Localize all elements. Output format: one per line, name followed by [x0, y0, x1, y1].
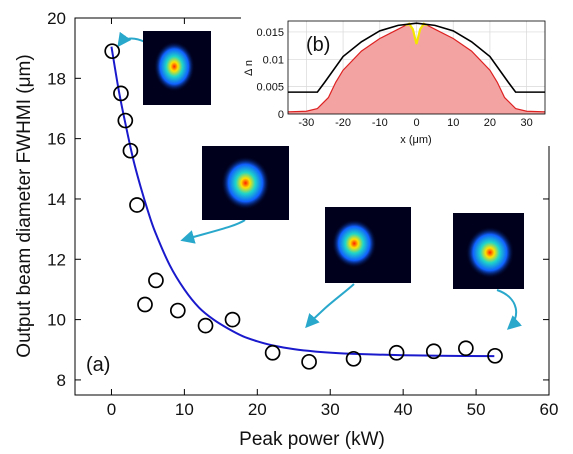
inset-y-axis-label: Δ n [243, 60, 255, 76]
x-tick-label: 10 [175, 400, 194, 419]
inset-black-line [288, 22, 545, 93]
data-point [169, 302, 186, 319]
inset-x-axis-label: x (μm) [400, 134, 431, 146]
data-point [301, 353, 317, 370]
inset-x-tick-label: -20 [335, 117, 351, 129]
data-point [129, 197, 145, 213]
x-tick-label: 50 [467, 400, 486, 419]
beam-spot [221, 156, 270, 210]
inset-x-tick-label: 10 [447, 117, 459, 129]
main-x-axis-label: Peak power (kW) [239, 429, 385, 450]
beam-spot [465, 226, 515, 279]
inset-y-tick-label: 0.01 [263, 54, 284, 66]
y-tick-label: 10 [47, 311, 66, 330]
x-tick-label: 30 [321, 400, 340, 419]
beam-image-3 [325, 207, 411, 283]
y-tick-label: 12 [47, 250, 66, 269]
inset-x-tick-label: 30 [521, 117, 533, 129]
data-point [425, 343, 442, 360]
inset-y-tick-label: 0.005 [256, 82, 284, 94]
y-tick-label: 8 [57, 371, 66, 390]
y-tick-label: 18 [47, 69, 66, 88]
y-tick-label: 16 [47, 130, 66, 149]
arrow-layer [117, 31, 522, 330]
main-chart: 0 10 20 30 40 50 60 8 10 12 14 16 18 20 Peak power (k… [14, 9, 558, 450]
data-point [148, 272, 164, 289]
inset-chart: -30 -20 -10 0 10 20 30 0 0.005 0.01 0.015 x (μm) Δ… [241, 10, 570, 146]
pointer-arrow [180, 219, 246, 244]
x-tick-label: 40 [394, 400, 413, 419]
inset-plot-frame [287, 20, 546, 115]
data-point [137, 296, 153, 313]
inset-x-tick-label: -30 [298, 117, 314, 129]
inset-axis-ticks: -30 -20 -10 0 10 20 30 0 0.005 0.01 0.015 [256, 27, 532, 129]
data-point [388, 344, 405, 361]
data-point [487, 347, 503, 364]
panel-label-b: (b) [306, 34, 330, 56]
pointer-arrow [496, 289, 522, 330]
x-tick-label: 60 [540, 400, 559, 419]
inset-y-tick-label: 0 [278, 109, 284, 121]
y-tick-label: 20 [47, 9, 66, 28]
data-point [224, 311, 241, 328]
inset-y-tick-label: 0.015 [256, 27, 284, 39]
x-tick-label: 20 [248, 400, 267, 419]
y-tick-label: 14 [47, 190, 66, 209]
pointer-arrow [305, 283, 355, 329]
beam-image-2 [202, 146, 289, 220]
beam-images-layer [143, 31, 524, 289]
data-point [117, 112, 134, 129]
inset-x-tick-label: 0 [413, 117, 419, 129]
data-point [113, 85, 129, 102]
data-point [345, 350, 362, 367]
inset-x-tick-label: -10 [372, 117, 388, 129]
fit-curve-layer [110, 46, 495, 358]
data-point [122, 142, 139, 159]
inset-x-tick-label: 20 [484, 117, 496, 129]
beam-spot [153, 41, 195, 92]
fit-curve [110, 46, 495, 358]
beam-image-1 [143, 31, 211, 105]
main-y-axis-label: Output beam diameter FWHMI (μm) [14, 54, 35, 357]
data-point [197, 317, 214, 334]
inset-series-layer [287, 22, 546, 115]
beam-spot [331, 219, 377, 268]
x-tick-label: 0 [107, 400, 116, 419]
panel-label-a: (a) [86, 354, 110, 376]
data-point [264, 344, 281, 361]
pointer-arrow [117, 31, 146, 48]
data-point [104, 43, 121, 60]
inset-filled-area [288, 23, 545, 115]
main-axis-ticks: 0 10 20 30 40 50 60 8 10 12 14 16 18 20 [47, 9, 558, 419]
data-points-layer [104, 43, 503, 370]
beam-image-4 [453, 213, 524, 289]
data-point [458, 340, 474, 357]
